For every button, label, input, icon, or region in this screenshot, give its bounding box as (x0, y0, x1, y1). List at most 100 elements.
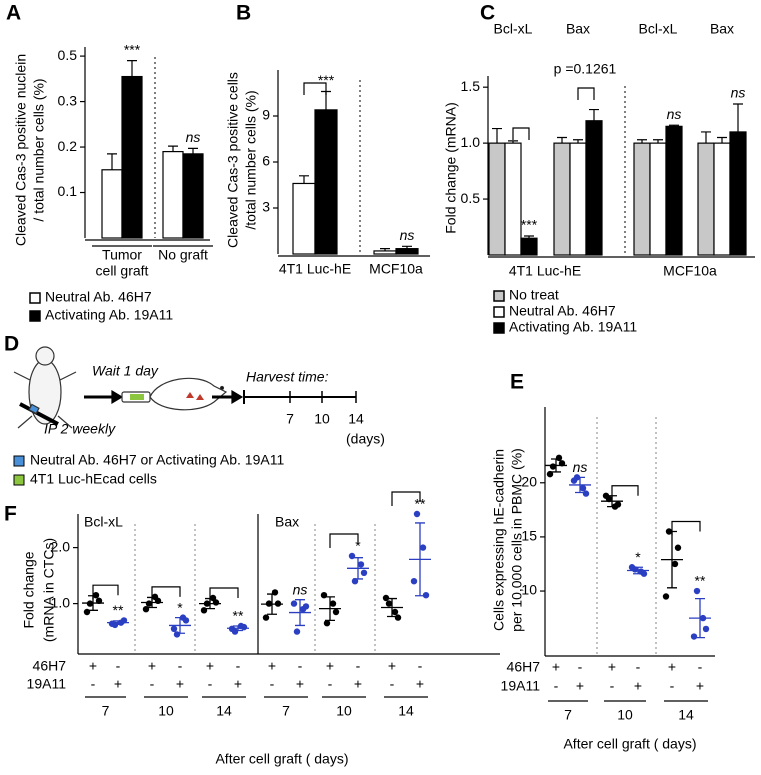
error-bar (557, 136, 567, 144)
data-point (329, 600, 337, 607)
data-point (394, 614, 402, 621)
mean-sd (289, 599, 311, 627)
mean-sd (82, 595, 104, 611)
y-axis-label: Cleaved Cas-3 positive nuclein (13, 54, 29, 246)
legend-label: Activating Ab. 19A11 (509, 319, 637, 335)
bracket (329, 533, 359, 548)
condition-sign: - (208, 676, 213, 692)
significance: * (355, 538, 361, 554)
harvest-label: Harvest time: (246, 369, 329, 385)
significance: ns (573, 459, 588, 475)
bar (101, 169, 123, 239)
y-tick-label: 1.0 (51, 594, 71, 610)
data-point (628, 564, 636, 571)
bar (488, 142, 506, 256)
data-point (145, 600, 153, 607)
y-axis-label: Cells expressing hE-cadherin (491, 449, 507, 631)
day-label: 14 (398, 703, 414, 719)
data-point (360, 569, 368, 576)
condition-sign: + (148, 658, 156, 674)
condition-sign: - (91, 676, 96, 692)
significance: ns (667, 106, 682, 122)
annotation: p =0.1261 (554, 61, 617, 77)
condition-sign: + (296, 676, 304, 692)
data-point (674, 544, 682, 551)
data-point (170, 625, 178, 632)
error-bar (669, 124, 679, 127)
error-bar (188, 147, 198, 154)
condition-sign: - (390, 676, 395, 692)
step-label: Wait 1 day (92, 363, 159, 379)
category-label: 4T1 Luc-hE (279, 261, 351, 277)
y-tick-label: 10 (521, 582, 537, 598)
y-tick-label: 0.3 (58, 92, 78, 108)
panel-letter: B (236, 2, 251, 25)
mean-sd (227, 625, 249, 632)
category-label: Bax (710, 21, 734, 37)
condition-sign: - (270, 676, 275, 692)
bar (649, 142, 667, 256)
legend-label: Neutral Ab. 46H7 or Activating Ab. 19A11 (30, 452, 284, 468)
panel-letter: A (6, 2, 21, 25)
condition-sign: - (298, 658, 303, 674)
subplot-title: Bcl-xL (84, 514, 123, 530)
mean-sd (601, 495, 623, 508)
data-point (173, 631, 181, 638)
legend-swatch (493, 306, 505, 318)
y-axis-label: Fold change (21, 551, 37, 628)
condition-sign: + (552, 659, 560, 675)
data-point (702, 625, 710, 633)
panel-letter: E (510, 371, 524, 394)
mean-sd (689, 597, 711, 639)
significance: ** (415, 496, 426, 512)
mean-sd (661, 530, 683, 589)
mean-sd (199, 597, 221, 610)
error-bar (653, 139, 663, 144)
condition-sign: + (326, 658, 334, 674)
error-bar (168, 145, 178, 152)
category-label: MCF10a (369, 261, 423, 277)
bar (633, 142, 651, 256)
data-point (422, 592, 430, 599)
bar (729, 131, 747, 256)
condition-sign: + (268, 658, 276, 674)
panel-letter: C (480, 2, 495, 25)
data-point (602, 492, 610, 499)
y-tick-label: 0.1 (58, 183, 78, 199)
mean-sd (381, 597, 403, 618)
bar (585, 120, 603, 256)
significance: ** (695, 573, 706, 589)
day-label: 10 (158, 703, 174, 719)
y-axis-label: /total number cells (%) (243, 90, 259, 229)
data-point (582, 490, 590, 497)
data-point (240, 623, 248, 631)
legend-swatch (29, 310, 41, 322)
y-tick-label: 1.5 (461, 78, 481, 94)
condition-sign: + (176, 676, 184, 692)
error-bar (701, 131, 711, 144)
condition-sign: - (578, 659, 583, 675)
bracket (391, 491, 421, 506)
data-point (693, 587, 701, 595)
data-point (579, 484, 587, 492)
y-tick-label: 3 (262, 199, 270, 215)
significance: ** (233, 608, 244, 624)
data-point (262, 614, 270, 621)
day-label: 10 (336, 703, 352, 719)
error-bar (589, 108, 599, 121)
condition-label: 19A11 (501, 678, 541, 694)
condition-sign: - (610, 678, 615, 694)
bar (314, 109, 338, 255)
error-bar (380, 248, 390, 251)
timeline-tick-label: 10 (314, 411, 330, 427)
condition-sign: + (576, 678, 584, 694)
bar (665, 125, 683, 256)
y-tick-label: 2.0 (51, 538, 71, 554)
condition-sign: + (388, 658, 396, 674)
mean-sd (545, 458, 567, 473)
y-axis-label: / total number cells (%) (31, 78, 47, 221)
data-point (671, 560, 679, 568)
mean-sd (627, 566, 649, 575)
legend-swatch (493, 322, 505, 334)
